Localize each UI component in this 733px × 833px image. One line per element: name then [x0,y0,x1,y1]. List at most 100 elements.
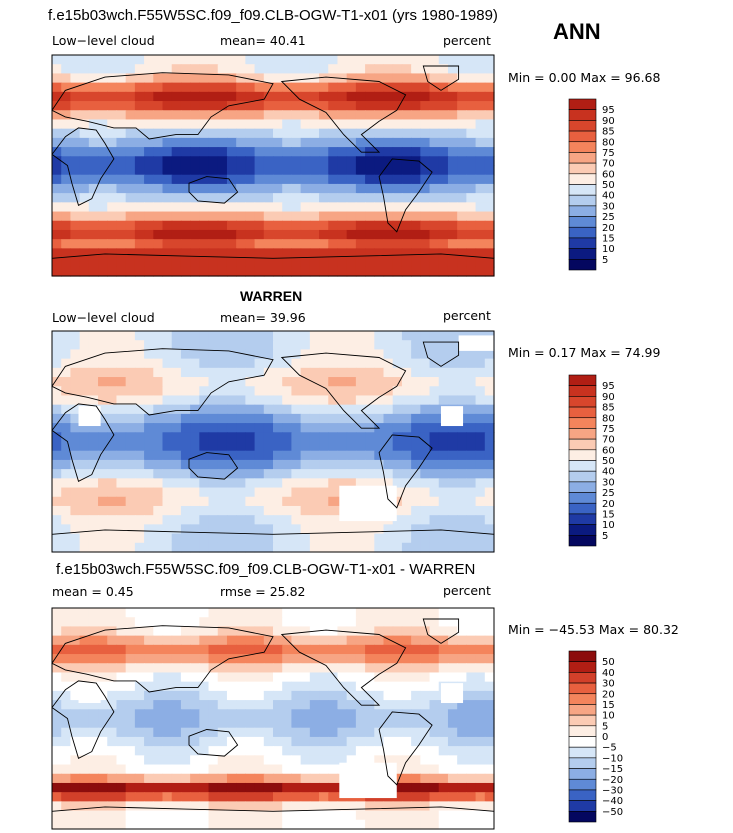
map-cell [245,487,256,498]
map-cell [79,147,90,157]
map-cell [144,487,154,498]
map-cell [254,533,265,544]
map-cell [429,340,440,351]
map-cell [190,211,200,222]
map-cell [52,819,62,830]
map-cell [392,211,403,222]
map-cell [438,183,449,194]
map-cell [392,91,403,102]
colorbar-swatch [568,130,597,143]
map-cell [226,110,237,121]
map-cell [199,156,210,167]
map-cell [208,55,219,65]
map-cell [162,746,173,756]
map-cell [162,266,173,277]
colorbar-swatch [568,237,597,249]
map-cell [162,801,173,812]
map-cell [107,782,118,793]
missing-data-patch [339,762,397,799]
map-cell [134,377,145,387]
map-cell [392,441,403,452]
map-cell [236,441,246,452]
map-cell [236,681,246,692]
map-cell [374,709,385,720]
map-cell [70,404,81,415]
map-cell [309,101,320,111]
map-cell [438,764,449,775]
map-cell [282,672,293,683]
map-cell [107,792,118,802]
map-cell [484,202,495,213]
map-cell [199,423,210,433]
map-cell [88,810,99,821]
map-cell [475,257,486,268]
map-cell [199,450,210,461]
map-cell [144,736,154,747]
map-cell [466,82,477,93]
map-cell [420,183,431,194]
map-cell [180,469,191,479]
map-cell [401,404,412,415]
map-cell [144,239,154,249]
map-cell [180,672,191,683]
colorbar-tick-label: 85 [602,127,615,138]
map-cell [236,248,246,259]
map-cell [365,432,375,443]
map-cell [401,533,412,544]
map-cell [291,515,302,525]
map-cell [475,119,486,130]
map-cell [319,358,329,369]
map-cell [484,533,495,544]
colorbar-tick-label: 25 [602,488,615,499]
map-cell [300,82,311,93]
map-cell [263,764,274,775]
map-cell [392,165,403,176]
map-cell [190,110,200,121]
map-cell [107,764,118,775]
map-cell [245,202,256,213]
map-cell [484,257,495,268]
map-cell [392,64,403,75]
map-cell [208,718,219,729]
map-cell [273,450,283,461]
map-cell [153,367,164,378]
map-cell [116,515,127,525]
map-cell [226,718,237,729]
map-cell [116,755,127,766]
map-cell [273,819,283,830]
map-cell [383,404,394,415]
map-cell [346,156,357,167]
map-cell [245,764,256,775]
map-cell [134,82,145,93]
map-cell [226,165,237,176]
map-cell [309,663,320,674]
map-cell [116,423,127,433]
map-cell [420,156,431,167]
map-cell [457,792,467,802]
map-cell [254,211,265,222]
map-cell [134,524,145,535]
map-cell [273,690,283,701]
map-cell [309,718,320,729]
map-cell [374,229,385,240]
map-cell [429,183,440,194]
map-cell [162,441,173,452]
map-cell [337,663,348,674]
map-cell [61,450,72,461]
map-cell [365,801,375,812]
map-cell [190,119,200,130]
map-cell [392,137,403,148]
map-cell [144,663,154,674]
map-cell [208,395,219,406]
map-cell [180,404,191,415]
map-cell [199,101,210,111]
map-cell [116,128,127,139]
map-cell [319,663,329,674]
map-cell [88,110,99,121]
map-cell [98,709,108,720]
map-cell [107,137,118,148]
map-cell [475,773,486,784]
map-cell [319,469,329,479]
map-cell [383,524,394,535]
map-cell [291,349,302,360]
